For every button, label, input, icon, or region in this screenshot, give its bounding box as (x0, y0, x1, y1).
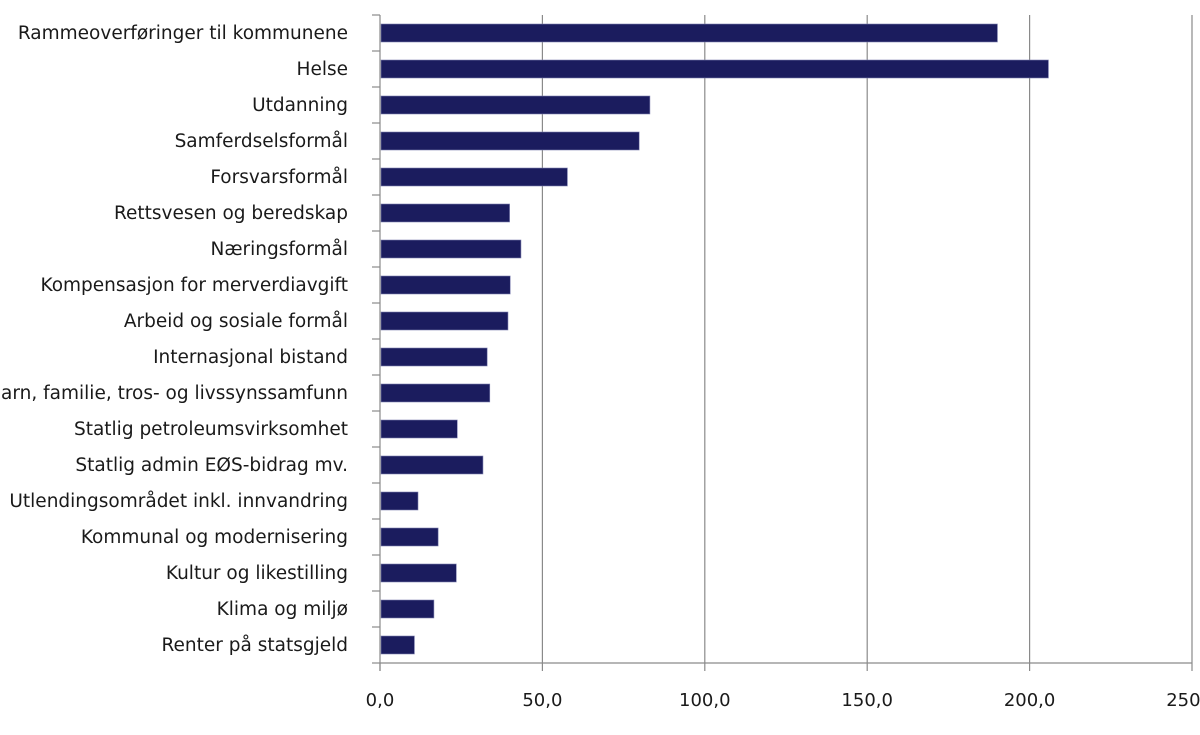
bar (380, 599, 435, 619)
bar (380, 455, 484, 475)
x-tick-label: 250,0 (1166, 690, 1200, 711)
category-label: Statlig petroleumsvirksomhet (74, 419, 348, 440)
category-label: Helse (297, 59, 348, 80)
bar (380, 311, 509, 331)
bar (380, 59, 1049, 79)
x-tick-label: 0,0 (366, 690, 395, 711)
bar (380, 275, 511, 295)
category-label: Samferdselsformål (175, 131, 348, 152)
x-tick-label: 50,0 (522, 690, 562, 711)
bar (380, 203, 510, 223)
bar (380, 347, 488, 367)
category-label: Utdanning (252, 95, 348, 116)
category-label: Arbeid og sosiale formål (124, 311, 348, 332)
category-label: Næringsformål (211, 239, 348, 260)
category-label: Barn, familie, tros- og livssynssamfunn (0, 383, 348, 404)
bar (380, 563, 457, 583)
category-label: Internasjonal bistand (153, 347, 348, 368)
x-tick-label: 150,0 (841, 690, 893, 711)
gridlines (541, 15, 1193, 663)
x-tick-labels: 0,0 50,0 100,0 150,0 200,0 250,0 (366, 690, 1200, 711)
bar (380, 383, 491, 403)
bar (380, 527, 439, 547)
category-label: Rettsvesen og beredskap (114, 203, 348, 224)
bar (380, 167, 568, 187)
bar (380, 131, 640, 151)
category-label: Kommunal og modernisering (81, 527, 348, 548)
bar (380, 635, 415, 655)
x-tick-label: 200,0 (1004, 690, 1056, 711)
category-labels: Rammeoverføringer til kommunene Helse Utda… (0, 23, 348, 656)
bar (380, 419, 458, 439)
bar (380, 491, 419, 511)
category-label: Kultur og likestilling (166, 563, 348, 584)
x-tick-label: 100,0 (679, 690, 731, 711)
category-label: Utlendingsområdet inkl. innvandring (9, 491, 348, 512)
axes (372, 14, 1193, 671)
category-label: Forsvarsformål (210, 167, 348, 188)
bar (380, 239, 522, 259)
bar (380, 95, 651, 115)
category-label: Klima og miljø (217, 599, 348, 620)
bars (380, 23, 1049, 655)
category-label: Kompensasjon for merverdiavgift (40, 275, 348, 296)
category-label: Statlig admin EØS-bidrag mv. (75, 455, 348, 476)
bar (380, 23, 998, 43)
category-label: Renter på statsgjeld (162, 635, 348, 656)
category-label: Rammeoverføringer til kommunene (18, 23, 348, 44)
